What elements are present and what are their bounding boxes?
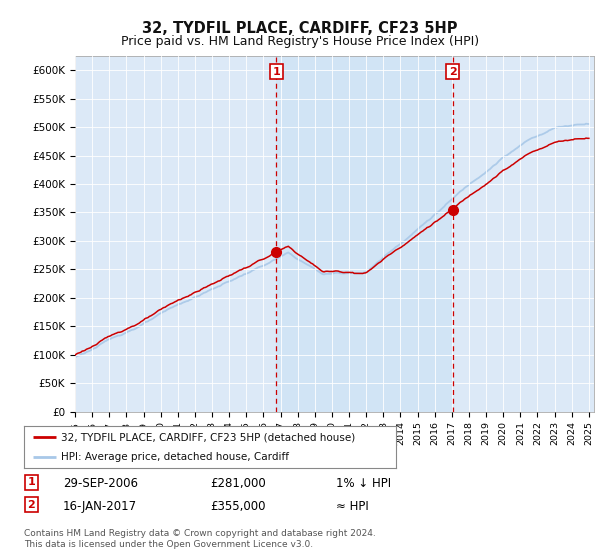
Bar [276,56,452,412]
Text: 32, TYDFIL PLACE, CARDIFF, CF23 5HP (detached house): 32, TYDFIL PLACE, CARDIFF, CF23 5HP (det… [61,432,355,442]
Text: 2: 2 [28,500,35,510]
Text: Price paid vs. HM Land Registry's House Price Index (HPI): Price paid vs. HM Land Registry's House … [121,35,479,48]
Text: 1% ↓ HPI: 1% ↓ HPI [336,477,391,490]
Text: HPI: Average price, detached house, Cardiff: HPI: Average price, detached house, Card… [61,452,289,462]
Text: £355,000: £355,000 [210,500,265,512]
Text: 1: 1 [272,67,280,77]
Text: 32, TYDFIL PLACE, CARDIFF, CF23 5HP: 32, TYDFIL PLACE, CARDIFF, CF23 5HP [142,21,458,36]
Text: 16-JAN-2017: 16-JAN-2017 [63,500,137,512]
Text: £281,000: £281,000 [210,477,266,490]
Text: ≈ HPI: ≈ HPI [336,500,369,512]
Text: 1: 1 [28,477,35,487]
Text: 2: 2 [449,67,457,77]
Text: 29-SEP-2006: 29-SEP-2006 [63,477,138,490]
Text: Contains HM Land Registry data © Crown copyright and database right 2024.
This d: Contains HM Land Registry data © Crown c… [24,529,376,549]
